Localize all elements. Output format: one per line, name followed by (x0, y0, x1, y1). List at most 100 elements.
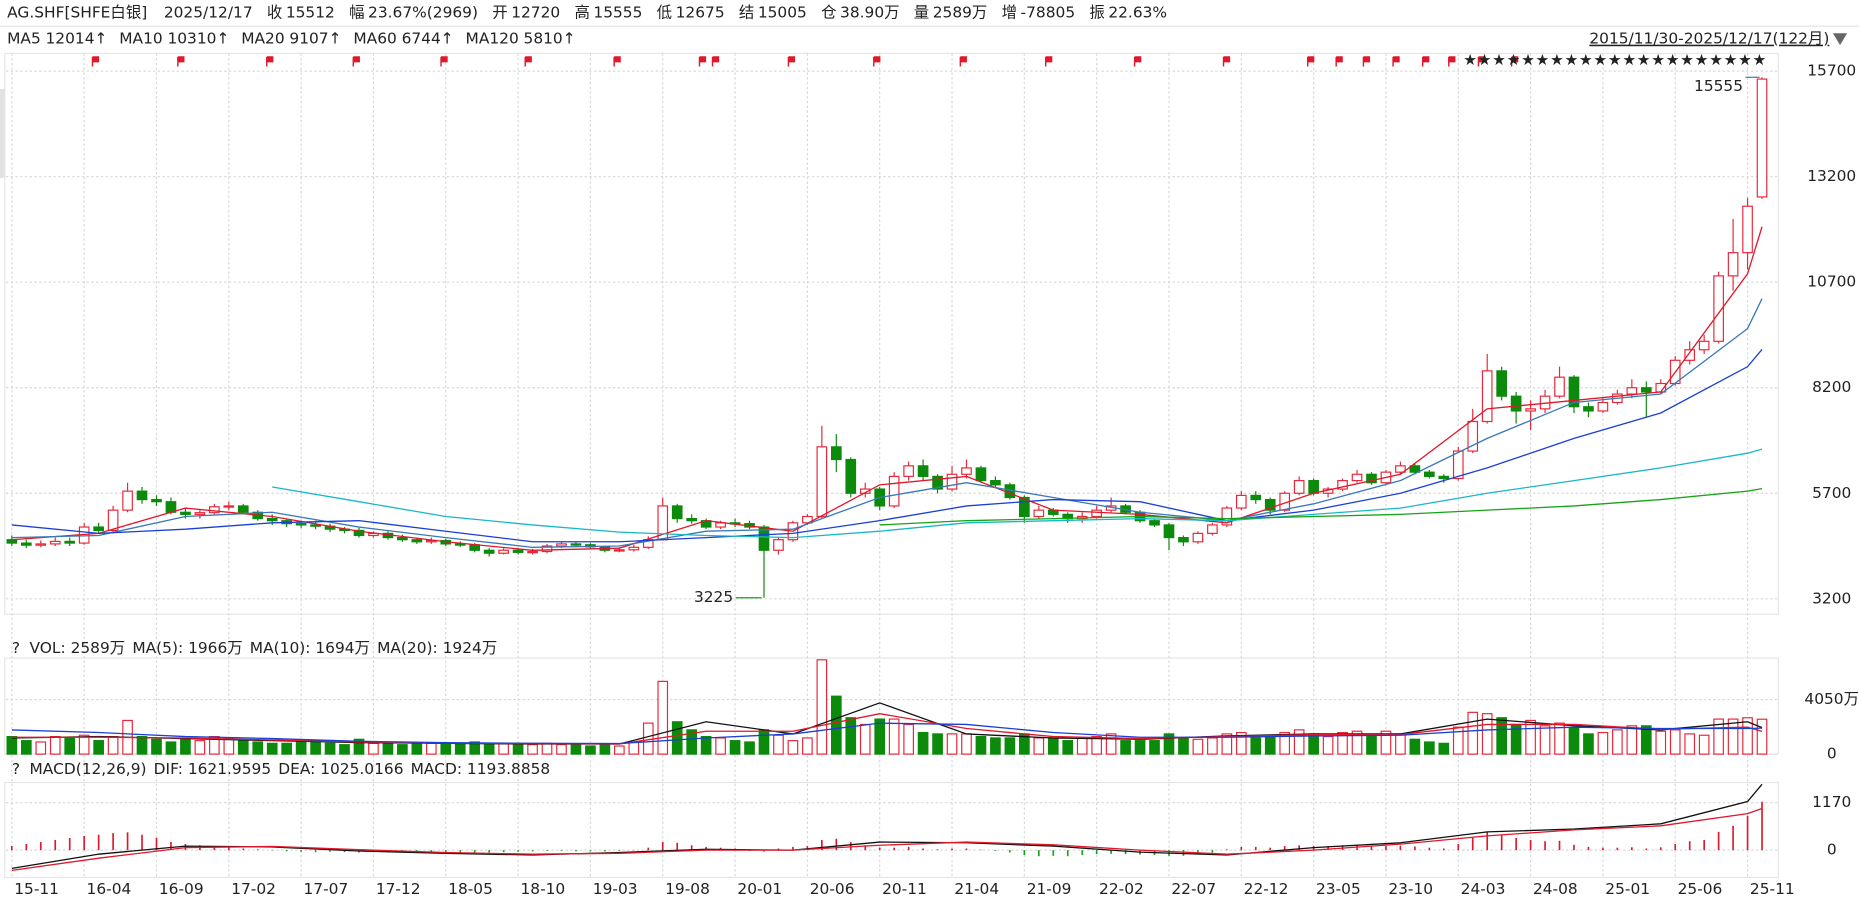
volume-bar (498, 742, 509, 755)
candle-body (454, 543, 466, 546)
candle-body (1409, 465, 1421, 473)
quote-label: 量 (914, 4, 929, 22)
event-flag (873, 56, 881, 67)
candle-body (1452, 450, 1464, 480)
candle-body (151, 499, 162, 503)
volume-bar (614, 745, 625, 755)
x-tick-label: 22-07 (1171, 880, 1216, 898)
volume-bar (1525, 719, 1536, 755)
x-tick-label: 25-06 (1678, 880, 1723, 898)
legend-value: 9107↑ (289, 30, 341, 48)
volume-bar (425, 742, 437, 755)
x-tick-label: 21-09 (1027, 880, 1072, 898)
x-tick-label: 17-02 (231, 880, 276, 898)
x-tick-label: 24-08 (1533, 880, 1578, 898)
volume-bar (1467, 711, 1479, 755)
quote-value: 2589万 (933, 4, 988, 22)
candle-body (266, 518, 278, 522)
volume-bar (816, 659, 828, 755)
volume-bar (1221, 733, 1233, 755)
x-tick-label: 16-04 (87, 880, 132, 898)
quote-value: 12675 (676, 4, 725, 22)
event-flag (1510, 56, 1519, 67)
quote-value: 15555 (593, 4, 642, 22)
candle-body (1178, 536, 1189, 543)
volume-bar (397, 744, 408, 755)
candle-body (527, 550, 538, 554)
x-tick-label: 18-05 (448, 880, 493, 898)
event-flag (266, 56, 274, 67)
dropdown-arrow[interactable] (1832, 33, 1848, 46)
volume-bar (1279, 731, 1291, 755)
ma-line (272, 448, 1763, 539)
candle-body (1684, 349, 1696, 361)
event-flag (1222, 56, 1231, 67)
event-flag (959, 56, 967, 67)
volume-bar (411, 742, 423, 755)
volume-bar (1207, 737, 1218, 755)
volume-bar (1742, 717, 1753, 755)
volume-bar (1612, 729, 1623, 755)
candle-body (49, 540, 61, 545)
volume-bar (440, 742, 452, 755)
event-star: ★ (1680, 51, 1694, 69)
y-tick-label: 0 (1827, 745, 1837, 763)
candle-body (773, 539, 784, 551)
quote-label: 结 (739, 4, 754, 22)
volume-bar (281, 742, 293, 755)
legend-value: 12014↑ (45, 30, 107, 48)
candle-body (990, 480, 1001, 486)
event-star: ★ (1738, 51, 1752, 69)
candle-body (1091, 509, 1103, 518)
candle-body (932, 475, 943, 490)
candle-body (1235, 494, 1247, 509)
volume-bar (946, 733, 958, 755)
legend-name: MA(5): 1966万 (132, 639, 242, 657)
x-tick-label: 23-10 (1388, 880, 1433, 898)
volume-bar (541, 742, 553, 755)
quote-value: 12720 (511, 4, 560, 22)
candle-body (1308, 480, 1319, 494)
candle-body (20, 542, 32, 546)
candle-body (1698, 340, 1710, 351)
candle-body (1554, 376, 1565, 397)
event-star: ★ (1521, 51, 1535, 69)
candle-body (816, 446, 828, 518)
event-star: ★ (1753, 51, 1767, 69)
event-star: ★ (1536, 51, 1550, 69)
y-tick-label: 15700 (1807, 62, 1856, 80)
x-tick-label: 24-03 (1461, 880, 1506, 898)
x-tick-label: 25-11 (1750, 880, 1795, 898)
candle-body (1727, 252, 1739, 277)
volume-bar (671, 721, 683, 755)
legend-name: MACD: 1193.8858 (411, 760, 551, 778)
volume-bar (1380, 730, 1392, 755)
ma-line (11, 783, 1763, 870)
event-flag (91, 56, 100, 67)
x-tick-label: 17-12 (376, 880, 421, 898)
volume-bar (1424, 741, 1435, 755)
volume-bar (1409, 738, 1421, 755)
x-tick-label: 20-01 (737, 880, 782, 898)
event-star: ★ (1579, 51, 1593, 69)
candle-body (628, 546, 640, 551)
candle-body (975, 467, 987, 482)
event-star: ★ (1608, 51, 1622, 69)
main-frame (4, 52, 1779, 615)
volume-bar (700, 736, 712, 755)
event-star: ★ (1564, 51, 1578, 69)
legend-name: MA5 (7, 30, 41, 48)
event-star: ★ (1593, 51, 1607, 69)
volume-bar (1047, 737, 1059, 755)
x-tick-label: 16-09 (159, 880, 204, 898)
event-flag (1477, 56, 1486, 67)
volume-bar (975, 736, 987, 755)
volume-bar (556, 744, 567, 755)
event-flag (698, 56, 707, 67)
candle-body (107, 509, 119, 532)
x-tick-label: 21-04 (954, 880, 999, 898)
ma-line (11, 349, 1763, 543)
min-label: 3225 (694, 588, 733, 606)
volume-bar (1235, 731, 1247, 755)
